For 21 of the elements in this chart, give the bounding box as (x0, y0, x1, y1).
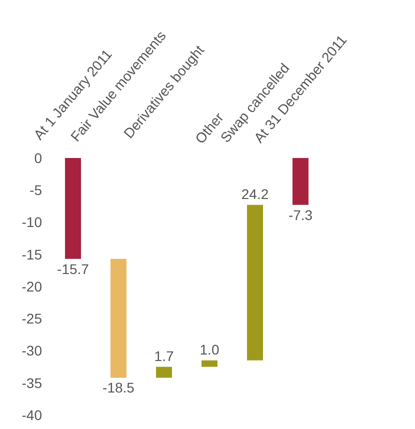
data-label: 1.0 (200, 341, 220, 358)
y-tick-label: -10 (22, 214, 42, 230)
data-label: 24.2 (241, 186, 269, 202)
y-tick-label: 0 (34, 150, 42, 166)
data-label: -7.3 (288, 206, 313, 223)
y-tick-label: -5 (30, 182, 42, 198)
data-label: -15.7 (57, 260, 90, 277)
bar (156, 366, 172, 378)
y-tick-label: -25 (22, 310, 42, 327)
data-label: 1.7 (154, 348, 174, 364)
bar (292, 158, 308, 205)
bar (202, 360, 218, 367)
bar (247, 204, 263, 360)
y-tick-label: -15 (22, 246, 42, 262)
y-tick-label: -40 (22, 406, 42, 423)
data-label: -18.5 (102, 380, 135, 396)
y-tick-label: -30 (22, 342, 42, 359)
bar (110, 258, 126, 378)
y-tick-label: -35 (22, 374, 42, 391)
bar (65, 158, 81, 259)
y-tick-label: -20 (22, 278, 42, 294)
